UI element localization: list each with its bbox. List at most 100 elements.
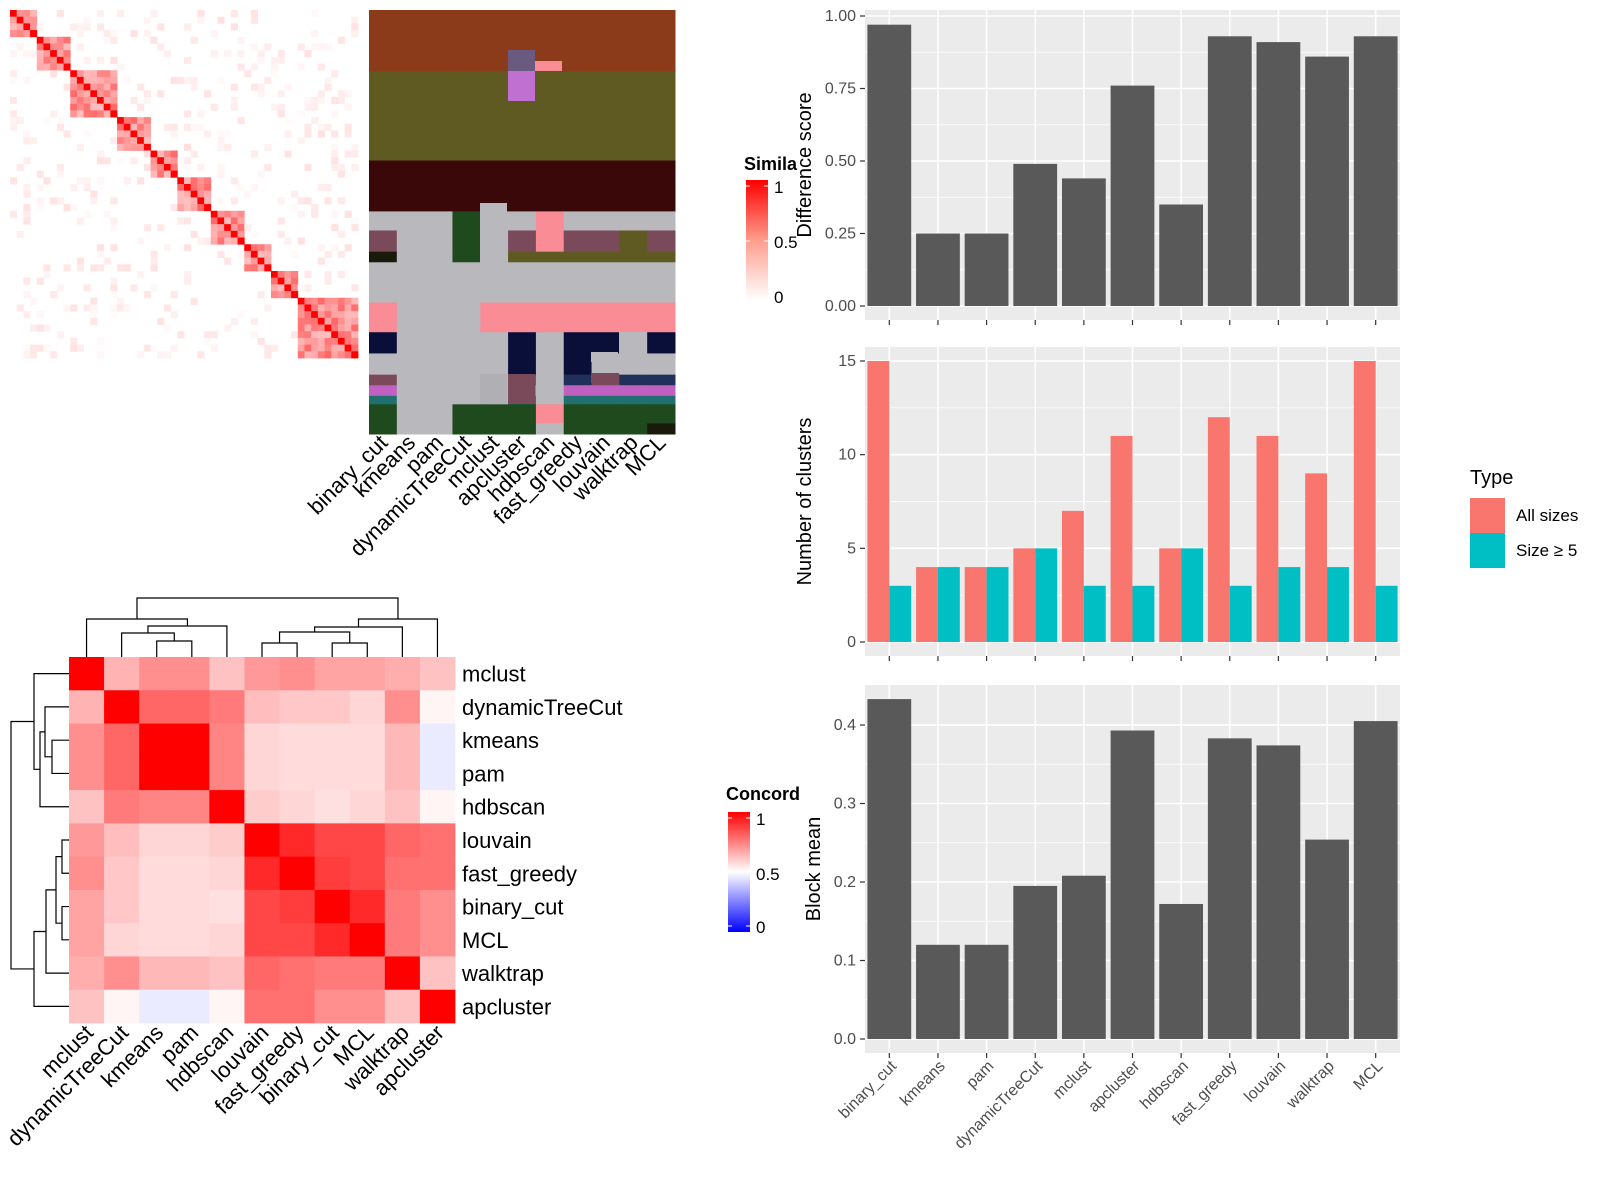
y-tick-label: 5	[847, 540, 856, 557]
similarity-cell	[250, 83, 259, 91]
similarity-cell	[70, 184, 78, 192]
similarity-cell	[257, 90, 265, 98]
similarity-cell	[70, 304, 78, 312]
similarity-cell	[10, 23, 18, 31]
concordance-legend-tick-1: 1	[756, 810, 765, 829]
concordance-cell	[104, 923, 140, 957]
similarity-cell	[190, 177, 198, 185]
similarity-cell	[63, 50, 71, 58]
similarity-cell	[197, 110, 205, 118]
similarity-cell	[291, 190, 299, 198]
y-axis-title: Difference score	[794, 92, 816, 237]
similarity-cell	[317, 297, 325, 305]
concordance-cell	[349, 923, 386, 957]
similarity-cell	[351, 16, 359, 24]
similarity-cell	[10, 50, 18, 58]
cluster-cell	[619, 160, 648, 212]
similarity-cell	[250, 250, 259, 259]
similarity-cell	[297, 317, 305, 325]
cluster-cell	[369, 160, 398, 212]
y-tick-label: 0.25	[825, 226, 856, 243]
concordance-cell	[174, 690, 210, 724]
similarity-cell	[217, 210, 225, 218]
similarity-cell	[10, 10, 18, 18]
similarity-cell	[317, 337, 325, 346]
similarity-cell	[143, 30, 151, 38]
similarity-cell	[90, 103, 98, 111]
similarity-cell	[197, 351, 205, 359]
similarity-cell	[250, 10, 259, 18]
concordance-cell	[419, 723, 456, 758]
concordance-cell	[69, 923, 105, 957]
bar-all-sizes	[1110, 435, 1133, 642]
cluster-cell	[396, 302, 426, 333]
similarity-cell	[50, 197, 58, 205]
concordance-cell	[349, 790, 386, 824]
similarity-cell	[157, 23, 165, 31]
similarity-cell	[311, 344, 319, 352]
concordance-cell	[69, 790, 105, 824]
similarity-heatmap	[10, 10, 359, 359]
dendrogram-link	[10, 720, 34, 970]
concordance-cell	[244, 989, 280, 1024]
similarity-cell	[311, 337, 319, 346]
cluster-cell	[480, 404, 509, 424]
similarity-cell	[291, 291, 299, 299]
concordance-cell	[314, 989, 351, 1024]
similarity-cell	[297, 331, 305, 339]
concordance-cell	[279, 756, 316, 791]
similarity-cell	[337, 331, 346, 339]
similarity-cell	[130, 284, 138, 292]
similarity-cell	[103, 83, 111, 91]
similarity-cell	[50, 110, 58, 118]
similarity-cell	[123, 143, 131, 151]
similarity-cell	[304, 271, 312, 279]
similarity-cell	[271, 284, 279, 292]
concordance-cell	[419, 889, 456, 924]
similarity-cell	[184, 277, 192, 285]
dendrogram-link	[85, 618, 189, 657]
similarity-cell	[331, 157, 339, 165]
similarity-cell	[170, 291, 178, 299]
similarity-cell	[143, 97, 151, 105]
similarity-cell	[230, 237, 238, 245]
bar	[964, 233, 1009, 306]
concordance-cell	[279, 989, 316, 1024]
similarity-cell	[324, 83, 332, 91]
similarity-cell	[163, 123, 172, 131]
cluster-method-labels: binary_cutkmeanspamdynamicTreeCutmclusta…	[303, 430, 671, 561]
bar	[916, 944, 960, 1039]
similarity-cell	[317, 184, 325, 192]
similarity-cell	[143, 137, 151, 145]
concordance-cell	[314, 956, 351, 991]
similarity-cell	[351, 163, 359, 172]
similarity-cell	[184, 204, 192, 212]
similarity-cell	[204, 190, 212, 198]
similarity-cell	[197, 163, 205, 172]
similarity-cell	[244, 244, 252, 252]
similarity-cell	[324, 311, 332, 319]
similarity-cell	[351, 284, 359, 292]
similarity-cell	[23, 16, 31, 24]
cluster-cell	[452, 262, 481, 304]
concordance-cell	[349, 723, 386, 758]
similarity-cell	[244, 224, 252, 232]
concordance-cell	[69, 657, 105, 691]
similarity-cell	[297, 237, 305, 245]
similarity-cell	[63, 204, 71, 212]
similarity-cell	[244, 70, 252, 78]
similarity-cell	[224, 143, 232, 151]
similarity-cell	[50, 291, 58, 299]
similarity-cell	[97, 177, 105, 185]
similarity-cell	[170, 344, 178, 352]
cluster-cell	[591, 352, 618, 362]
cluster-cell	[647, 385, 676, 397]
cluster-cell	[591, 211, 620, 231]
cluster-cell	[508, 423, 537, 435]
similarity-cell	[351, 143, 359, 151]
similarity-cell	[317, 97, 325, 105]
similarity-cell	[324, 123, 332, 131]
similarity-cell	[237, 237, 245, 245]
bar	[1110, 85, 1155, 306]
similarity-cell	[197, 190, 205, 198]
